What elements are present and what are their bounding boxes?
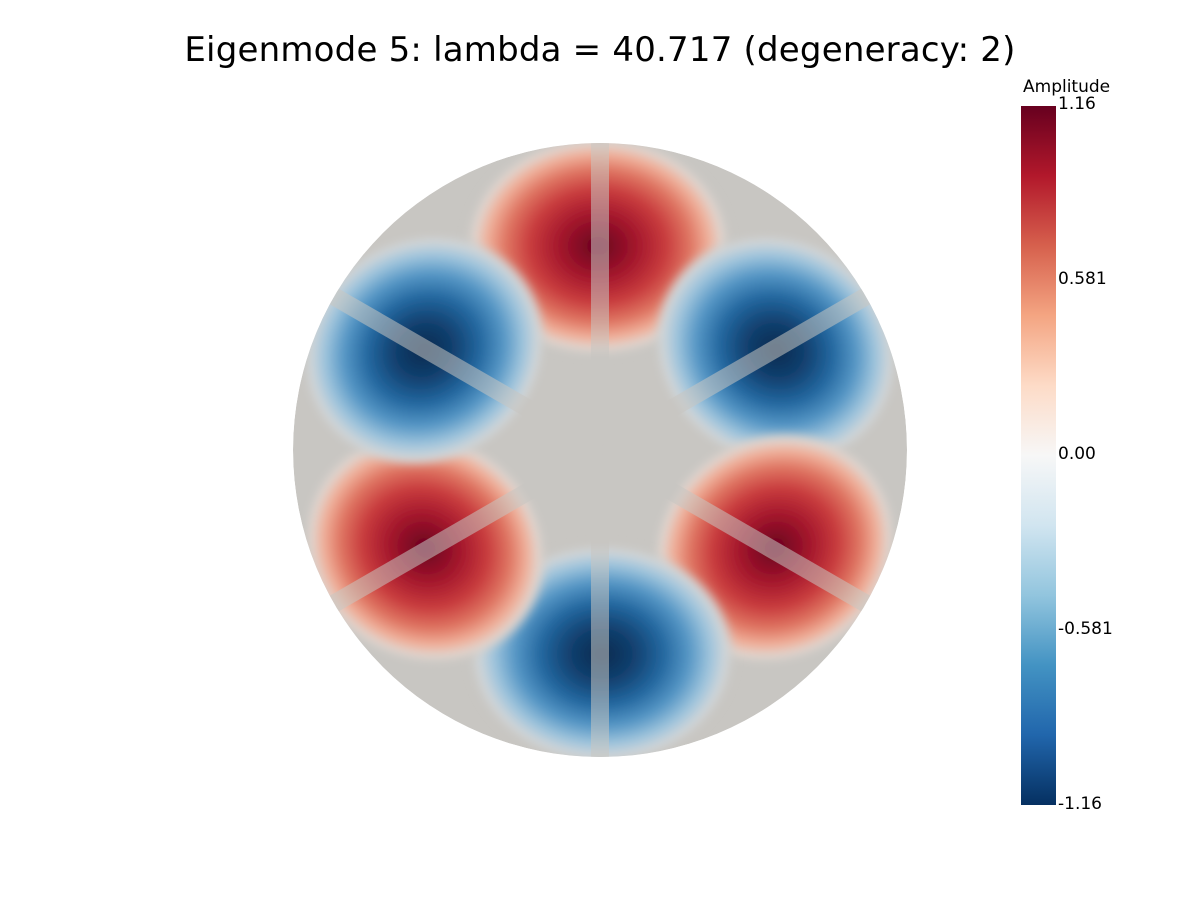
nodal-lines [318, 143, 882, 757]
colorbar [1021, 106, 1056, 805]
colorbar-title: Amplitude [1023, 77, 1111, 97]
colorbar-tick-upper: 0.581 [1058, 269, 1107, 289]
disk-field [293, 143, 907, 757]
colorbar-tick-min: -1.16 [1058, 794, 1102, 814]
colorbar-tick-max: 1.16 [1058, 94, 1096, 114]
colorbar-tick-lower: -0.581 [1058, 619, 1113, 639]
plot-title: Eigenmode 5: lambda = 40.717 (degeneracy… [184, 30, 1016, 70]
colorbar-gradient [1021, 106, 1056, 805]
colorbar-tick-zero: 0.00 [1058, 444, 1096, 464]
